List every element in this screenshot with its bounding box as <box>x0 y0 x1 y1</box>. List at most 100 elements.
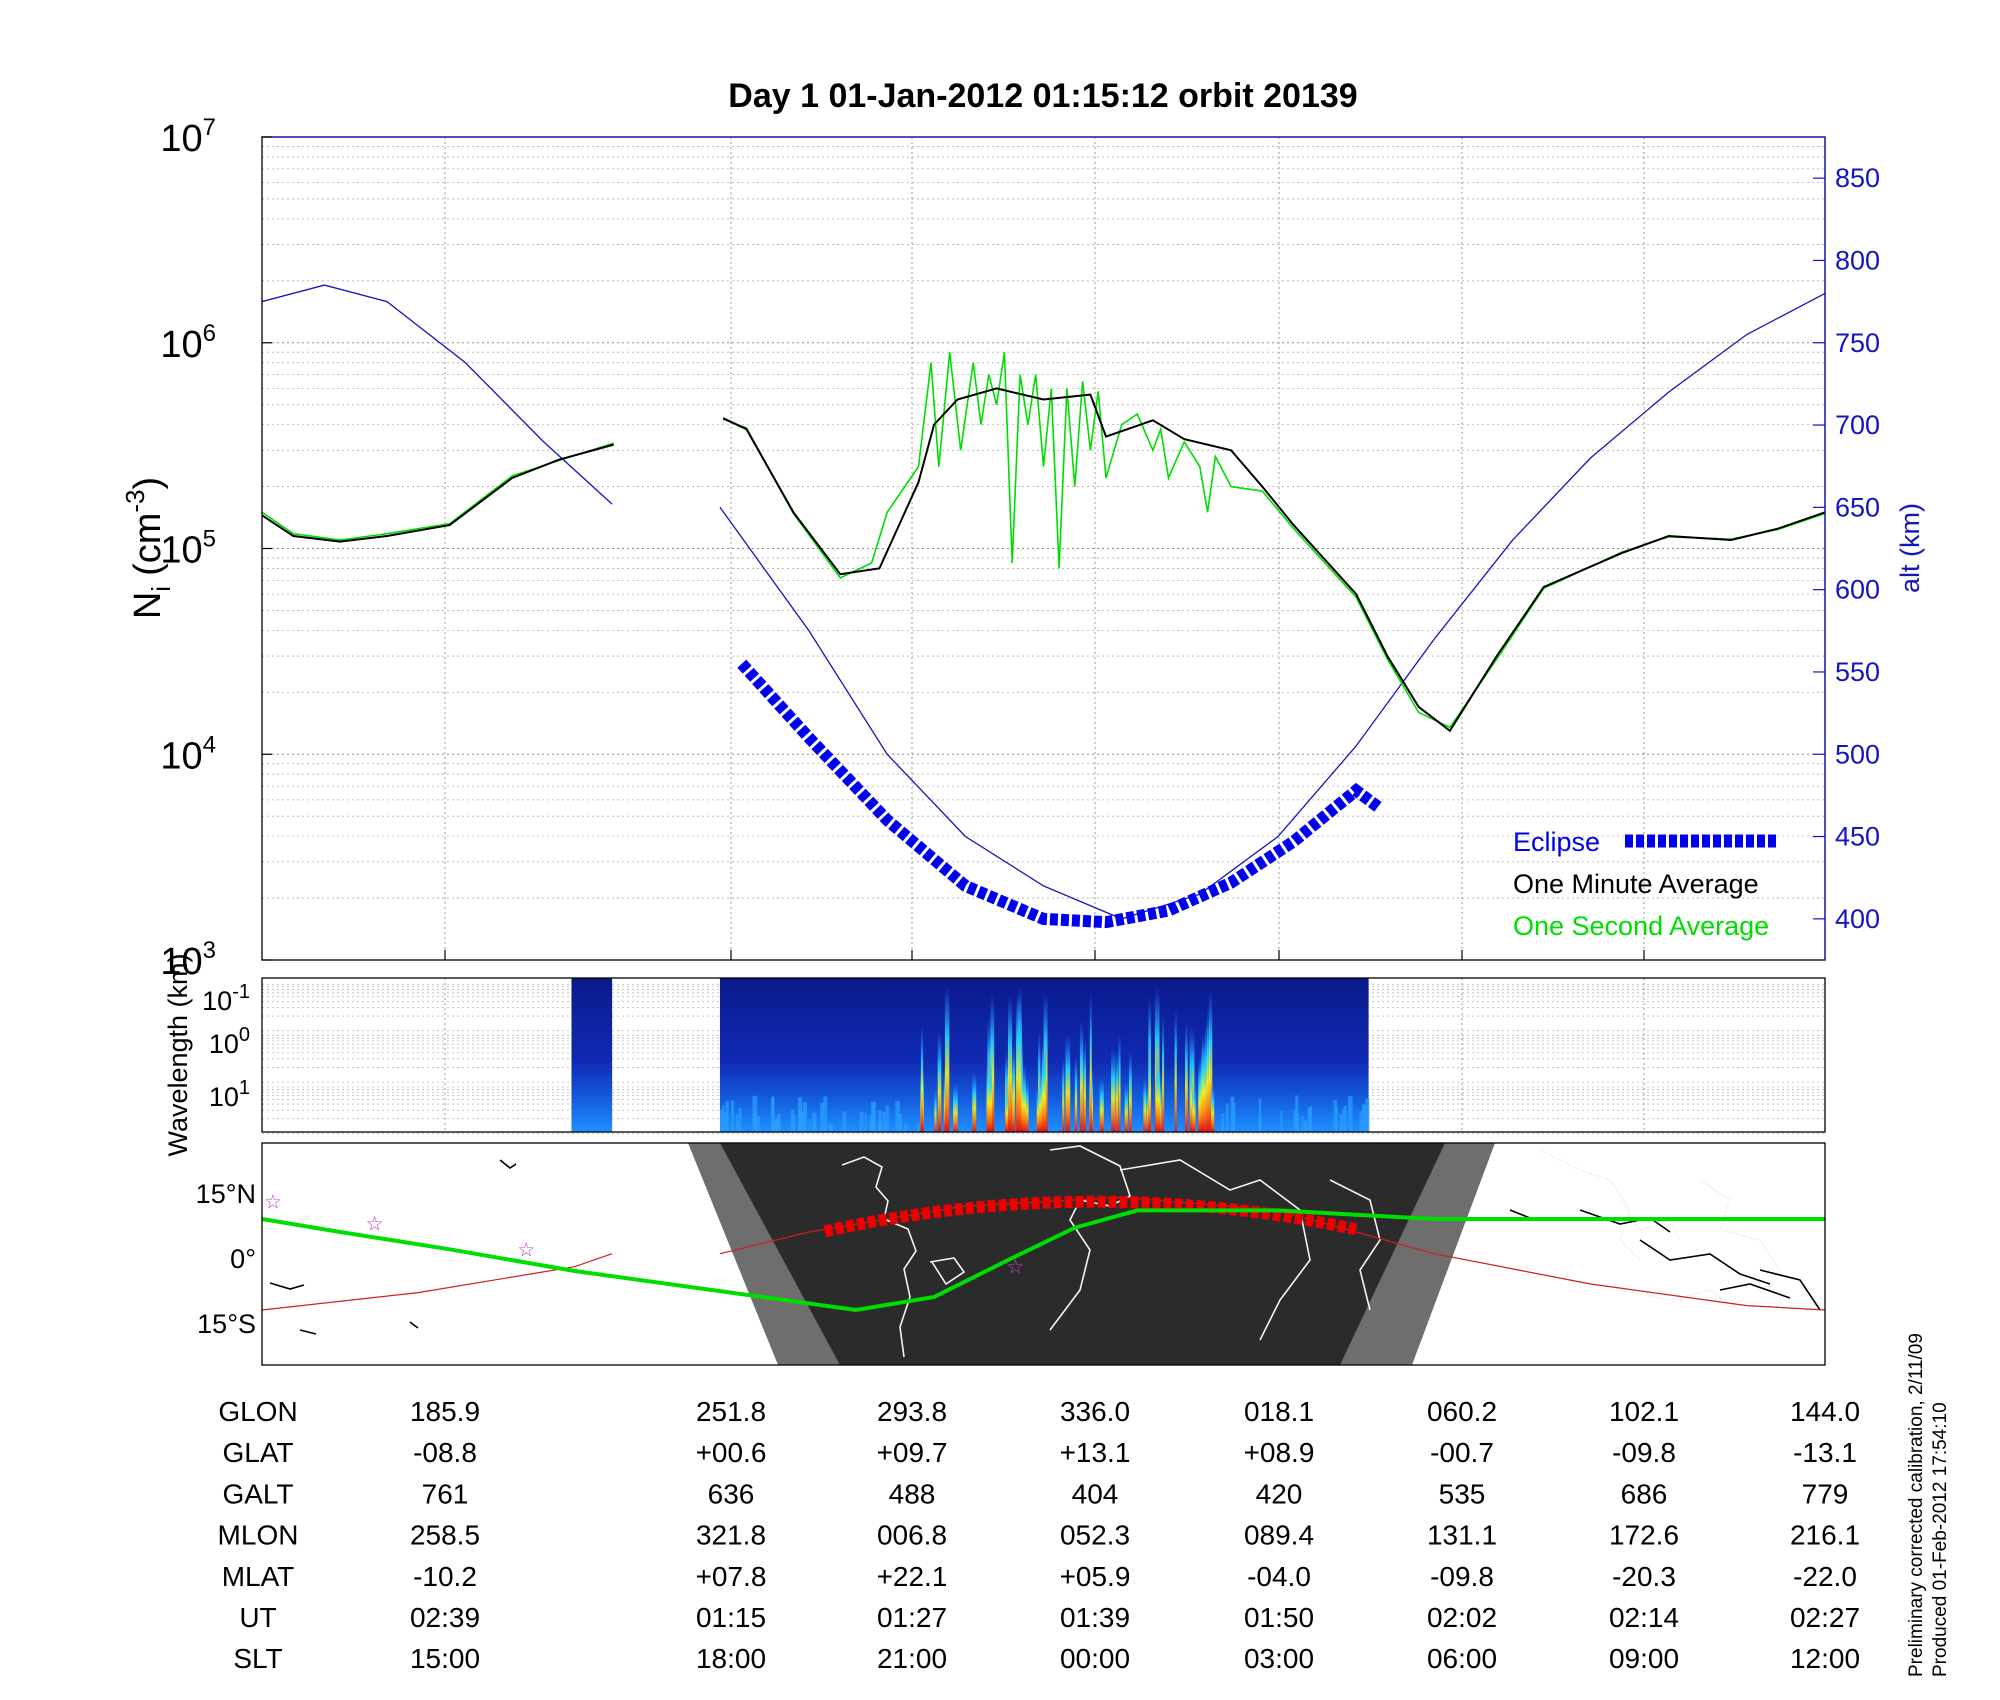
tick-exponent: 5 <box>203 526 216 553</box>
table-cell: 052.3 <box>1060 1520 1130 1551</box>
spectrogram-streak <box>1293 1109 1297 1132</box>
table-cell: 09:00 <box>1609 1643 1679 1674</box>
density-y-tick-label: 103 <box>160 937 216 983</box>
spectrogram-streak <box>937 1030 942 1132</box>
table-cell: -09.8 <box>1430 1561 1494 1592</box>
table-cell: 488 <box>889 1478 936 1509</box>
table-row-label: MLAT <box>222 1561 295 1592</box>
spectrogram-streak <box>773 1121 777 1132</box>
table-cell: -00.7 <box>1430 1437 1494 1468</box>
spectrogram-streak <box>738 1107 742 1132</box>
table-cell: 01:39 <box>1060 1602 1130 1633</box>
spectrogram-streak <box>1365 1098 1370 1132</box>
table-cell: 18:00 <box>696 1643 766 1674</box>
spectrogram-streak <box>1155 1052 1161 1132</box>
magnetic-star-marker: ☆ <box>1006 1255 1024 1279</box>
spectrogram-streak <box>1065 1033 1071 1132</box>
tick-base: 10 <box>209 1029 239 1059</box>
altitude-line <box>262 284 1825 920</box>
ylabel-unit: (cm <box>127 513 169 576</box>
spectrogram-streak <box>1074 1055 1078 1132</box>
spectrogram-streak <box>1301 1116 1304 1132</box>
spectrogram-streak <box>1079 1020 1084 1132</box>
table-cell: 02:39 <box>410 1602 480 1633</box>
spectrogram-streak <box>1211 1084 1215 1132</box>
spectrogram-streak <box>842 1111 847 1132</box>
map-lat-tick-label: 15°N <box>196 1179 256 1209</box>
table-cell: -20.3 <box>1612 1561 1676 1592</box>
map-panel: ☆ ☆ ☆ ☆ 15°N 0° 15°S <box>196 1142 1826 1366</box>
spectrogram-streak <box>1162 1014 1165 1132</box>
spectrogram-streak <box>1232 1102 1236 1132</box>
table-cell: 258.5 <box>410 1520 480 1551</box>
tick-exponent: -1 <box>232 981 250 1003</box>
legend-minute-label: One Minute Average <box>1513 869 1759 899</box>
chart-title: Day 1 01-Jan-2012 01:15:12 orbit 20139 <box>728 77 1357 115</box>
tick-base: 10 <box>160 530 202 572</box>
table-cell: -09.8 <box>1612 1437 1676 1468</box>
spectrogram-streak <box>1124 1082 1128 1132</box>
density-grid <box>262 137 1825 960</box>
spectrogram-streak <box>899 1113 903 1132</box>
spectrogram-streak <box>1042 1043 1046 1132</box>
ylabel-sup: -3 <box>120 489 150 512</box>
spectrogram-streak <box>1258 1118 1262 1132</box>
table-cell: 01:27 <box>877 1602 947 1633</box>
spectrogram-streak <box>1115 1049 1119 1132</box>
spectrogram-streak <box>793 1114 796 1132</box>
spectrogram-streak <box>1221 1113 1225 1132</box>
spectrogram-streak <box>1146 1083 1150 1132</box>
spectrogram-streak <box>882 1111 887 1132</box>
tick-exponent: 4 <box>203 731 216 758</box>
table-row-label: GLAT <box>222 1437 293 1468</box>
spectrogram-streak <box>1359 1110 1362 1132</box>
spectrogram-y-tick-label: 100 <box>209 1024 250 1059</box>
spectrogram-y-tick-label: 101 <box>209 1077 250 1112</box>
tick-exponent: 6 <box>203 320 216 347</box>
density-y-tick-label: 105 <box>160 526 216 572</box>
tick-exponent: 0 <box>239 1024 250 1046</box>
spectrogram-streak <box>820 1102 825 1132</box>
alt-y-tick-label: 600 <box>1835 575 1880 605</box>
spectrogram-streak <box>735 1114 739 1132</box>
tick-exponent: 3 <box>203 937 216 964</box>
table-cell: 293.8 <box>877 1396 947 1427</box>
spectrogram-streak <box>730 1100 735 1132</box>
map-lat-ticks: 15°N 0° 15°S <box>196 1179 256 1339</box>
spectrogram-y-label: Wavelength (km) <box>163 953 193 1156</box>
table-cell: 00:00 <box>1060 1643 1130 1674</box>
table-cell: 018.1 <box>1244 1396 1314 1427</box>
spectrogram-data <box>571 978 1370 1132</box>
spectrogram-streak <box>953 1083 958 1132</box>
table-cell: +09.7 <box>877 1437 948 1468</box>
spectrogram-streak <box>1036 1084 1040 1132</box>
spectrogram-streak <box>1204 1021 1209 1132</box>
spectrogram-streak <box>1230 1096 1235 1132</box>
table-cell: 102.1 <box>1609 1396 1679 1427</box>
spectrogram-streak <box>944 984 950 1132</box>
spectrogram-streak <box>1348 1096 1353 1132</box>
spectrogram-streak <box>1343 1105 1347 1132</box>
table-cell: 06:00 <box>1427 1643 1497 1674</box>
table-row-label: MLON <box>218 1520 299 1551</box>
spectrogram-streak <box>1024 1078 1029 1132</box>
spectrogram-streak <box>756 1116 761 1132</box>
spectrogram-frame <box>261 977 1826 1133</box>
table-cell: 01:15 <box>696 1602 766 1633</box>
spectrogram-streak <box>753 1112 757 1132</box>
table-cell: 336.0 <box>1060 1396 1130 1427</box>
map-eclipse-track <box>823 1195 1358 1238</box>
table-cell: 321.8 <box>696 1520 766 1551</box>
spectrogram-streak <box>917 1123 921 1132</box>
spectrogram-streak <box>1143 1077 1147 1132</box>
table-cell: +00.6 <box>696 1437 767 1468</box>
spectrogram-streak <box>1208 990 1213 1132</box>
svg-text:Ni(cm-3): Ni (cm-3) <box>120 477 176 619</box>
spectrogram-streak <box>1206 1005 1211 1132</box>
table-cell: 21:00 <box>877 1643 947 1674</box>
spectrogram-streak <box>885 1105 889 1132</box>
tick-base: 10 <box>202 986 232 1016</box>
spectrogram-streak <box>1225 1103 1229 1132</box>
